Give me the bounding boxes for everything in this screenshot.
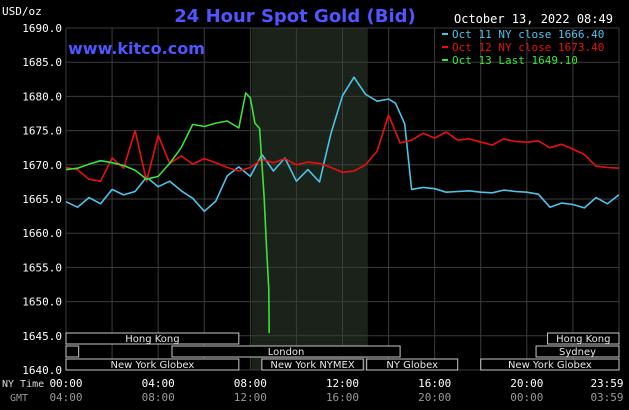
y-tick-label: 1680.0 <box>22 90 62 103</box>
chart-title: 24 Hour Spot Gold (Bid) <box>174 6 415 27</box>
y-tick-label: 1640.0 <box>22 364 62 377</box>
x-tick-label-gmt: 04:00 <box>49 391 82 404</box>
legend-entry-1: Oct 11 NY close 1666.40 <box>452 28 604 41</box>
x-tick-label: 00:00 <box>49 377 82 390</box>
session-label-6: New York Globex <box>110 360 194 371</box>
session-bar-9 <box>480 358 620 371</box>
legend-entry-3: Oct 13 Last 1649.10 <box>452 54 578 67</box>
x-tick-label-gmt: 20:00 <box>418 391 451 404</box>
x-axis-ticks: 00:00 04:00 08:00 12:00 16:00 20:00 23:5904:00… <box>49 377 623 404</box>
x-axis-label-ny: NY Time <box>2 379 44 390</box>
session-bars: Hong Kong Hong Kong London Sydney New York G… <box>65 332 620 371</box>
y-tick-label: 1645.0 <box>22 330 62 343</box>
session-bar-4 <box>171 345 401 358</box>
y-tick-label: 1660.0 <box>22 227 62 240</box>
session-label-2: Hong Kong <box>556 334 610 345</box>
x-tick-label: 16:00 <box>418 377 451 390</box>
session-bar-6 <box>65 358 240 371</box>
session-bar-2 <box>547 332 620 345</box>
session-bar-3 <box>65 345 80 358</box>
x-tick-label-gmt: 08:00 <box>142 391 175 404</box>
x-tick-label: 20:00 <box>510 377 543 390</box>
y-tick-label: 1685.0 <box>22 56 62 69</box>
x-axis-label-gmt: GMT <box>10 393 28 404</box>
session-label-9: New York Globex <box>508 360 592 371</box>
x-tick-label-gmt: 12:00 <box>234 391 267 404</box>
y-axis-ticks: 1690.0 1685.0 1680.0 1675.0 1670.0 1665.0 1660… <box>22 22 62 377</box>
timestamp: October 13, 2022 08:49 <box>454 12 613 26</box>
x-tick-label: 12:00 <box>326 377 359 390</box>
y-tick-label: 1690.0 <box>22 22 62 35</box>
plot-area <box>65 27 620 371</box>
website-label[interactable]: www.kitco.com <box>68 39 205 58</box>
series-line-1 <box>65 76 620 213</box>
legend-entry-2: Oct 12 NY close 1673.40 <box>452 41 604 54</box>
y-tick-label: 1665.0 <box>22 193 62 206</box>
x-tick-label: 23:59 <box>590 377 623 390</box>
session-label-8: NY Globex <box>386 360 438 371</box>
x-tick-label: 04:00 <box>142 377 175 390</box>
session-label-4: London <box>268 347 305 358</box>
session-bar-1 <box>65 332 240 345</box>
session-label-5: Sydney <box>559 347 596 358</box>
y-tick-label: 1655.0 <box>22 261 62 274</box>
y-tick-label: 1650.0 <box>22 296 62 309</box>
y-tick-label: 1675.0 <box>22 125 62 138</box>
session-label-7: New York NYMEX <box>270 360 355 371</box>
x-tick-label: 08:00 <box>234 377 267 390</box>
series-line-2 <box>65 114 619 182</box>
x-tick-label-gmt: 00:00 <box>510 391 543 404</box>
y-tick-label: 1670.0 <box>22 159 62 172</box>
session-bar-5 <box>535 345 620 358</box>
session-bar-8 <box>366 358 459 371</box>
y-axis-unit-label: USD/oz <box>2 5 42 18</box>
session-label-1: Hong Kong <box>125 334 179 345</box>
x-tick-label-gmt: 16:00 <box>326 391 359 404</box>
series-line-3 <box>65 92 270 334</box>
session-bar-7 <box>261 358 364 371</box>
x-tick-label-gmt: 03:59 <box>590 391 623 404</box>
